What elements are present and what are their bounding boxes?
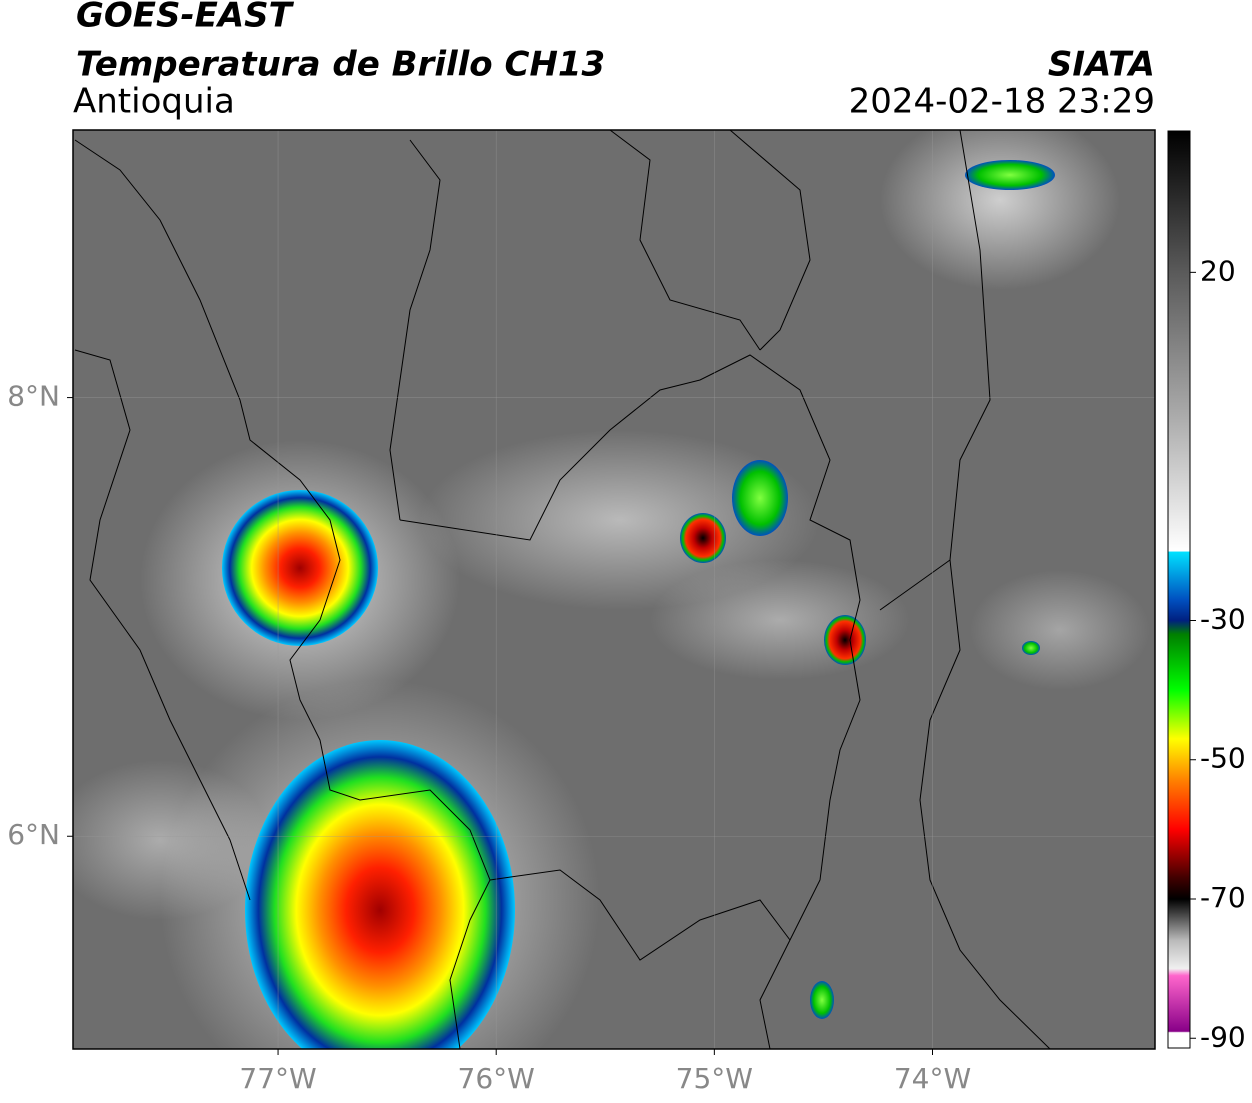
storm-cell — [810, 981, 834, 1019]
map — [73, 130, 1155, 1049]
storm-cell — [965, 160, 1055, 190]
colorbar-tick-label: 20 — [1200, 254, 1236, 287]
cloud — [420, 430, 820, 610]
border — [609, 130, 761, 351]
border — [729, 130, 811, 351]
source: SIATA — [1048, 45, 1155, 85]
colorbar-tick-label: -70 — [1200, 881, 1246, 914]
lon-tick-label: 76°W — [458, 1062, 535, 1095]
border — [74, 139, 491, 1049]
title: GOES-EAST — [76, 0, 295, 36]
storm — [222, 490, 378, 646]
colorbar-tick-label: -90 — [1200, 1020, 1246, 1053]
border — [399, 354, 861, 1049]
border — [74, 349, 251, 901]
storm-cell — [824, 615, 866, 665]
map-frame — [72, 129, 1156, 1050]
lon-tick-label: 77°W — [239, 1062, 316, 1095]
timestamp: 2024-02-18 23:29 — [849, 82, 1155, 122]
storm-cell — [680, 513, 726, 563]
lat-tick-label: 6°N — [7, 818, 60, 851]
colorbar-tick-label: -30 — [1200, 602, 1246, 635]
lon-tick-label: 75°W — [676, 1062, 753, 1095]
subtitle: Temperatura de Brillo CH13 — [76, 45, 605, 85]
border — [489, 869, 791, 961]
border — [879, 559, 951, 611]
lat-tick-label: 8°N — [7, 380, 60, 413]
border — [389, 139, 441, 521]
cloud — [650, 560, 910, 680]
region: Antioquia — [73, 82, 235, 122]
colorbar-tick-label: -50 — [1200, 742, 1246, 775]
storm-cell — [732, 460, 788, 536]
storm-cell — [1022, 641, 1040, 655]
border — [919, 130, 1051, 1049]
colorbar — [1167, 130, 1191, 1049]
cloud — [880, 130, 1120, 290]
storm — [245, 740, 515, 1049]
lon-tick-label: 74°W — [894, 1062, 971, 1095]
cloud — [970, 570, 1150, 690]
